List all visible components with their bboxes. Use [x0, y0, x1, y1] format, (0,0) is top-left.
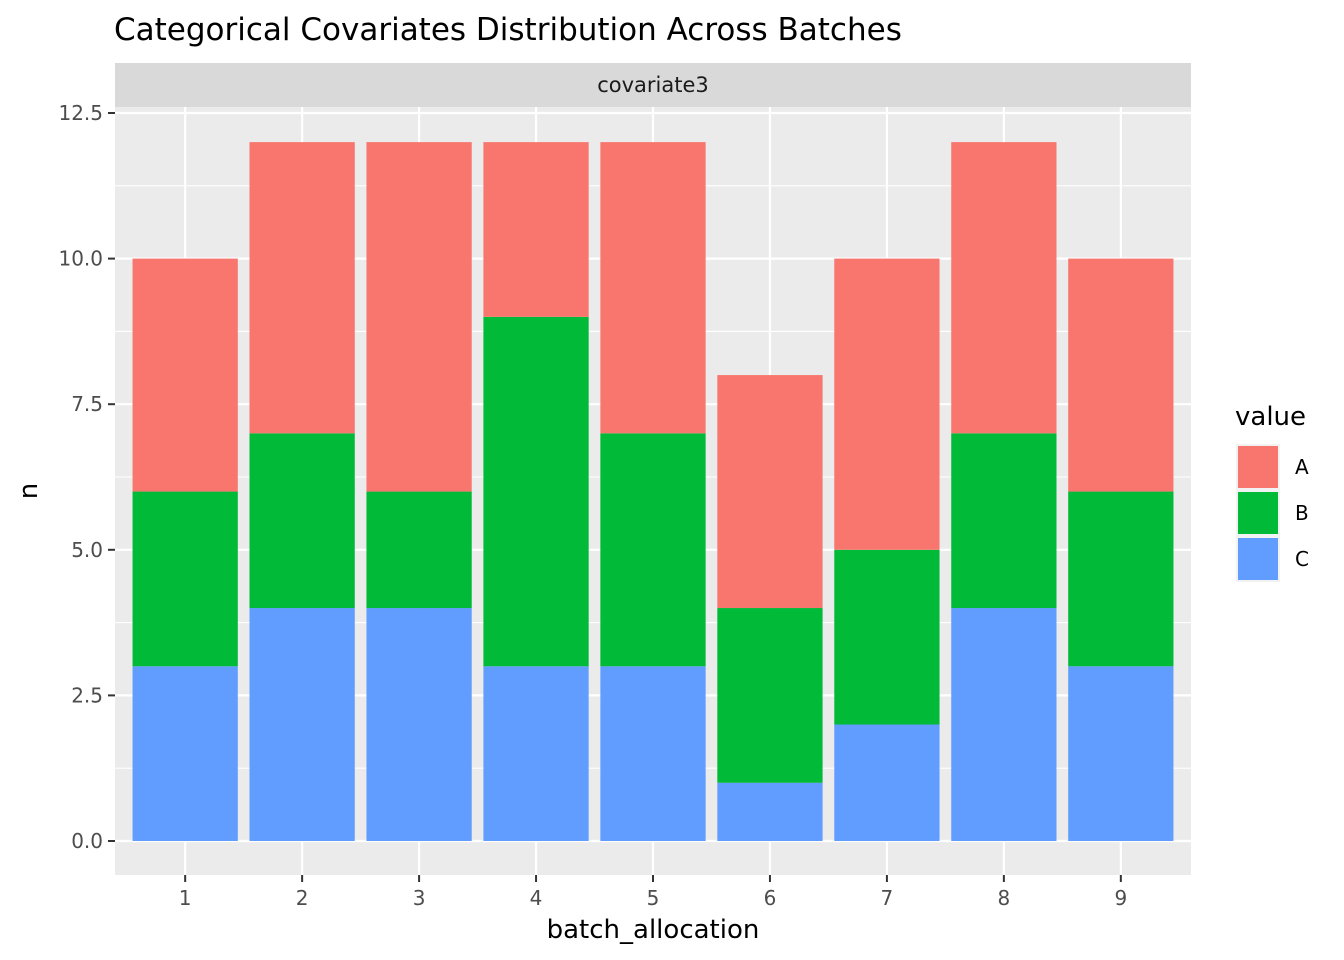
bar-segment-B-batch-5: [600, 433, 706, 667]
bar-segment-C-batch-3: [366, 608, 472, 841]
y-tick-label: 12.5: [58, 101, 103, 125]
bar-segment-B-batch-4: [483, 316, 589, 667]
x-axis: 1 2 3 4 5 6 7 8 9: [179, 875, 1127, 910]
bar-segment-C-batch-9: [1068, 666, 1174, 841]
x-tick-label: 5: [647, 886, 660, 910]
legend-swatch-A: [1238, 446, 1278, 488]
bar-segment-A-batch-9: [1068, 258, 1174, 492]
legend-swatch-B: [1238, 492, 1278, 534]
bar-segment-B-batch-2: [249, 433, 355, 609]
bar-segment-C-batch-4: [483, 666, 589, 841]
facet-strip-label: covariate3: [597, 73, 709, 97]
x-tick-label: 4: [530, 886, 543, 910]
bar-segment-A-batch-8: [951, 142, 1057, 434]
bar-segment-C-batch-8: [951, 608, 1057, 841]
y-axis-title: n: [14, 483, 44, 499]
legend-label-C: C: [1295, 547, 1309, 571]
chart-title: Categorical Covariates Distribution Acro…: [114, 12, 902, 48]
bar-segment-B-batch-1: [132, 491, 238, 667]
bar-segment-A-batch-7: [834, 258, 940, 550]
bar-segment-C-batch-7: [834, 724, 940, 841]
bars: [132, 142, 1174, 841]
legend: ABC: [1236, 444, 1309, 582]
y-axis: 0.0 2.5 5.0 7.5 10.0 12.5: [58, 101, 115, 853]
bar-segment-B-batch-8: [951, 433, 1057, 609]
bar-segment-C-batch-2: [249, 608, 355, 841]
y-tick-label: 5.0: [71, 538, 103, 562]
x-tick-label: 3: [413, 886, 426, 910]
y-tick-label: 0.0: [71, 829, 103, 853]
y-tick-label: 10.0: [58, 247, 103, 271]
legend-title: value: [1235, 402, 1306, 432]
legend-swatch-C: [1238, 538, 1278, 580]
x-tick-label: 2: [296, 886, 309, 910]
bar-segment-A-batch-2: [249, 142, 355, 434]
bar-segment-C-batch-6: [717, 782, 823, 841]
x-tick-label: 6: [764, 886, 777, 910]
bar-segment-A-batch-4: [483, 142, 589, 317]
bar-segment-B-batch-7: [834, 549, 940, 725]
bar-segment-C-batch-5: [600, 666, 706, 841]
bar-segment-B-batch-3: [366, 491, 472, 609]
y-tick-label: 7.5: [71, 392, 103, 416]
facet-strip: [115, 63, 1191, 107]
bar-segment-B-batch-6: [717, 608, 823, 783]
bar-segment-A-batch-5: [600, 142, 706, 434]
legend-label-B: B: [1295, 501, 1309, 525]
bar-segment-A-batch-3: [366, 142, 472, 492]
bar-segment-B-batch-9: [1068, 491, 1174, 667]
y-tick-label: 2.5: [71, 683, 103, 707]
x-tick-label: 1: [179, 886, 192, 910]
bar-segment-A-batch-6: [717, 375, 823, 609]
legend-label-A: A: [1295, 455, 1309, 479]
x-tick-label: 9: [1114, 886, 1127, 910]
x-tick-label: 8: [998, 886, 1011, 910]
bar-segment-C-batch-1: [132, 666, 238, 841]
x-axis-title: batch_allocation: [547, 915, 760, 945]
bar-segment-A-batch-1: [132, 258, 238, 492]
x-tick-label: 7: [881, 886, 894, 910]
